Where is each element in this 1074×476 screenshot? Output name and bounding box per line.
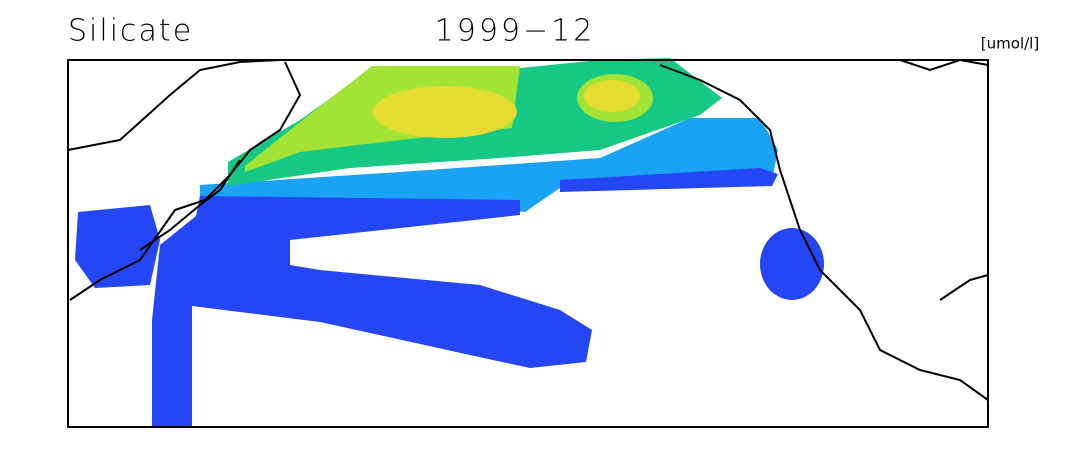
coastline-gulf [939, 274, 989, 301]
field-below-9 [560, 168, 778, 192]
coastline-america [659, 64, 989, 401]
field-36-45 [373, 86, 517, 138]
field-below-9 [75, 205, 160, 288]
units: [umol/l] [981, 35, 1039, 53]
field-9-18 [200, 118, 778, 212]
coastlines [67, 58, 989, 401]
coastline-asia [69, 61, 302, 301]
field-36-45 [584, 80, 640, 112]
silicate-field [75, 58, 824, 427]
coastline-asia [67, 59, 281, 151]
plot-frame [67, 59, 989, 428]
title: Silicate [68, 14, 193, 49]
field-below-9 [152, 196, 592, 427]
coastline-japan [139, 159, 241, 251]
field-below-9 [760, 228, 824, 300]
coastline-america [899, 58, 989, 72]
date: 1999−12 [435, 14, 596, 49]
